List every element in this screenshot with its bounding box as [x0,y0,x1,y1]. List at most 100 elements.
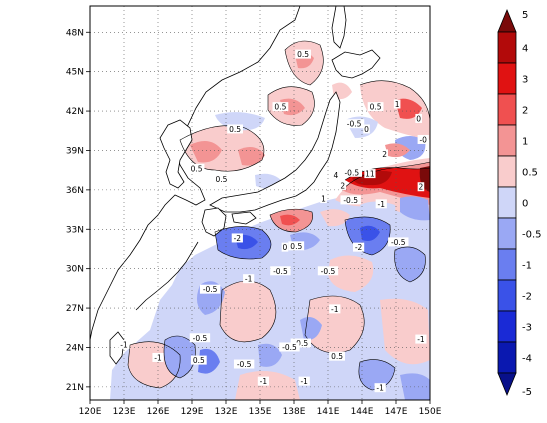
contour-label: 0.5 [290,242,302,251]
strong-negative-region [258,343,282,367]
north-pacific-positive [385,143,410,158]
positive-anomaly-region [220,281,276,342]
colorbar-segment [497,248,517,281]
lon-tick-label: 141E [317,407,340,417]
colorbar-segment [497,310,517,343]
contour-label-bg [367,102,384,112]
contour-label: -1 [300,377,308,386]
colorbar-label: -1 [522,261,532,272]
colorbar-segment [497,341,517,374]
contour-label: -0.5 [203,285,218,294]
colorbar-segment [497,124,517,157]
contour-label-bg [417,182,425,192]
lat-tick-label: 45N [66,68,84,78]
positive-anomaly-region [380,298,430,365]
strong-negative-region [164,336,196,378]
contour-label-bg [353,242,365,252]
contour-label: -1 [260,377,268,386]
contour-label-bg [329,351,345,361]
hokkaido [331,49,381,79]
contour-label-bg [233,359,255,369]
contour-label-bg [417,134,429,144]
contour-label: 0.5 [191,164,203,173]
strong-negative-region [394,246,426,282]
colorbar-label: 1 [522,137,528,148]
contour-label-bg [152,352,164,362]
contour-label-bg [339,180,347,190]
lon-tick-label: 126E [147,407,170,417]
contour-label: -0.5 [321,267,336,276]
lon-tick-label: 138E [283,407,306,417]
contour-label-bg [375,199,387,209]
colorbar-label: 4 [522,44,528,55]
contour-label: -0.5 [293,339,308,348]
contour-label: -1 [120,340,128,349]
kyushu [201,207,227,237]
korean-peninsula [159,119,193,189]
colorbar-max-triangle [497,8,517,33]
colorbar-segment [497,186,517,219]
colorbar-label: 0.5 [522,168,538,179]
shikoku [231,211,257,225]
positive-anomaly-region [280,214,300,226]
land [90,6,381,365]
contour-label: 0 [364,125,369,134]
positive-anomaly-region [305,296,365,353]
contour-label: -1 [154,353,162,362]
contour-label: -1 [245,275,253,284]
contour-label-bg [393,99,401,109]
contour-label-bg [320,194,327,204]
colorbar-label: 0 [522,199,528,210]
contour-label-bg [189,333,211,343]
colorbar: 5 4 3 2 1 0.5 0 -0.5 -1 -2 -3 -4 -5 [497,8,542,398]
contour-label-bg [231,233,243,243]
colorbar-label: -0.5 [522,230,542,241]
longitude-axis: 120E 123E 126E 129E 132E 135E 138E 141E 144E 147E… [79,400,442,417]
contour-label: -0.5 [193,334,208,343]
contour-label-bg [363,124,370,134]
contour-label: -1 [331,305,339,314]
contour-label-bg [388,237,409,247]
contour-label-bg [188,163,205,173]
contour-label: 0 [416,114,421,123]
japan-sea-positive [190,141,222,163]
contour-label-bg [298,376,310,386]
north-pacific-positive [395,98,422,119]
contour-label: 1 [321,195,326,204]
contour-label: 11 [365,170,375,179]
lon-tick-label: 120E [79,407,102,417]
lat-tick-label: 27N [66,304,84,314]
contour-label: 0.5 [331,352,343,361]
lat-tick-label: 48N [66,28,84,38]
contour-label: 0.5 [215,175,227,184]
colorbar-label: -5 [522,387,532,398]
contour-label-bg [272,102,289,112]
strong-negative-region [300,316,322,341]
contour-label: 0.5 [297,50,309,59]
contour-label: -0.5 [282,343,297,352]
contour-label-bg [415,334,427,344]
contour-label: 4 [334,171,339,180]
contour-label-bg [243,274,255,284]
contour-label: -0 [419,135,427,144]
lon-tick-label: 147E [385,407,408,417]
contour-label: -2 [234,234,242,243]
contour-label: -1 [376,384,384,393]
contour-label: -0.5 [347,120,362,129]
contour-label: 2 [340,181,345,190]
colorbar-segment [497,93,517,126]
contour-label-bg [317,266,339,276]
lat-tick-label: 24N [66,343,84,353]
contour-label: 2 [419,183,424,192]
colorbar-min-triangle [497,372,517,397]
asia-mainland [90,6,301,341]
contour-label-bg [374,383,386,393]
extension-negative-region [400,196,430,221]
contour-label-bg [290,338,311,348]
contour-label: -2 [355,243,363,252]
colorbar-segment [497,62,517,95]
contour-label-bg [279,342,300,352]
